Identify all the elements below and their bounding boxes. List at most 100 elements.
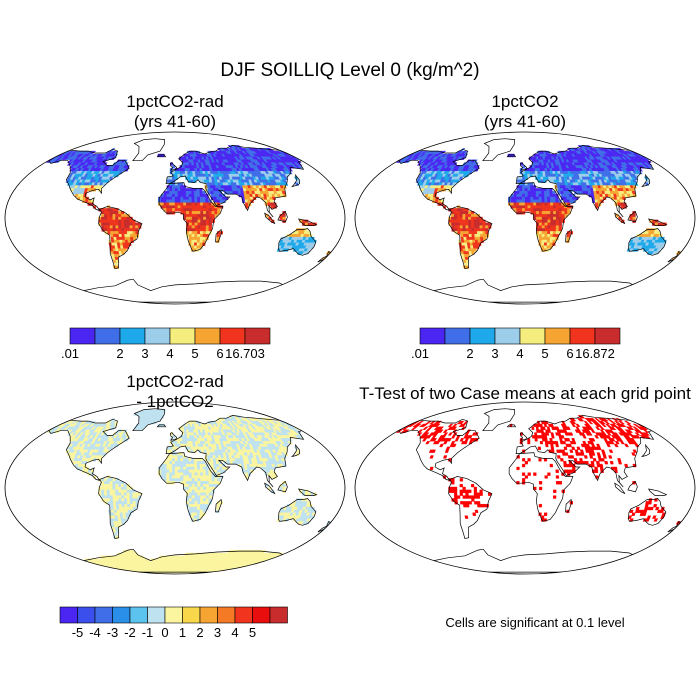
coastline-borneo: [277, 210, 288, 223]
coastline-australia: [628, 498, 667, 526]
map-frame: [354, 131, 696, 305]
colorbar-box: [77, 606, 96, 624]
colorbar-label: -5: [72, 625, 84, 640]
coastline-newguinea: [648, 488, 668, 496]
coastline-greenland: [132, 408, 166, 432]
coastline-africa: [158, 452, 224, 522]
coastline-iceland: [506, 424, 517, 428]
coastline-samerica: [98, 206, 143, 270]
colorbar-label: -1: [142, 625, 154, 640]
coastline-iceland: [156, 154, 167, 158]
colorbar-box: [252, 606, 271, 624]
colorbar-label: 5: [541, 346, 548, 361]
map-panel-1: [4, 131, 346, 305]
colorbar-label: 5: [191, 346, 198, 361]
coastline-borneo: [627, 210, 638, 223]
colorbar-box: [69, 327, 96, 345]
colorbar-box: [182, 606, 201, 624]
map-cells: [45, 145, 332, 269]
colorbar-box: [494, 327, 521, 345]
panel-4-title: T-Test of two Case means at each grid po…: [350, 384, 700, 404]
colorbar-box: [112, 606, 131, 624]
colorbar-label: 3: [491, 346, 498, 361]
panel-1-title-line2: (yrs 41-60): [133, 112, 217, 131]
colorbar-box: [569, 327, 596, 345]
colorbar-box: [419, 327, 446, 345]
colorbar-label: 16.703: [225, 346, 265, 361]
colorbar-label: 16.872: [575, 346, 615, 361]
coastline-australia: [278, 498, 317, 526]
colorbar-label: -3: [107, 625, 119, 640]
coastline-madagascar: [565, 228, 573, 243]
coastlines: [398, 408, 683, 573]
coastline-japan: [641, 173, 651, 188]
coastline-britain: [519, 162, 528, 171]
colorbar-label: 0: [161, 625, 168, 640]
panel-2-title-line2: (yrs 41-60): [483, 112, 567, 131]
colorbar-box: [129, 606, 148, 624]
coastline-antarctica: [70, 278, 288, 303]
coastline-borneo: [627, 480, 638, 493]
colorbar-box: [169, 327, 196, 345]
map-cells: [395, 145, 682, 269]
panel-2-title-line1: 1pctCO2: [491, 92, 559, 111]
panel-1-title-line1: 1pctCO2-rad: [126, 92, 224, 111]
coastline-antarctica: [420, 548, 638, 573]
map-panel-4: [354, 401, 696, 575]
coastline-greenland: [132, 138, 166, 162]
coastline-iceland: [506, 154, 517, 158]
coastlines: [398, 138, 683, 303]
colorbar-label: 2: [116, 346, 123, 361]
colorbar-box: [144, 327, 171, 345]
colorbar-box: [234, 606, 253, 624]
colorbar-label: 6: [566, 346, 573, 361]
coastline-antarctica: [420, 278, 638, 303]
panel-1-title: 1pctCO2-rad (yrs 41-60): [25, 92, 325, 132]
coastline-eurasia: [515, 145, 656, 218]
map-frame: [354, 401, 696, 575]
colorbar-label: 6: [216, 346, 223, 361]
coastline-sumatra: [614, 482, 626, 495]
coastline-britain: [169, 162, 178, 171]
coastline-namerica: [398, 418, 480, 481]
coastline-namerica: [48, 148, 130, 211]
coastline-madagascar: [565, 498, 573, 513]
coastline-newguinea: [298, 488, 318, 496]
map-frame: [4, 401, 346, 575]
colorbar-box: [147, 606, 166, 624]
map-panel-2: [354, 131, 696, 305]
colorbar-label: 4: [516, 346, 523, 361]
coastline-eurasia: [165, 415, 306, 488]
coastline-australia: [278, 228, 317, 256]
colorbar-box: [119, 327, 146, 345]
coastline-greenland: [482, 408, 516, 432]
colorbar-box: [94, 327, 121, 345]
coastline-samerica: [448, 206, 493, 270]
colorbar-label: 4: [231, 625, 238, 640]
colorbar-label: 3: [214, 625, 221, 640]
colorbar-panel-1: .01 2 3 4 5 6 16.703: [61, 327, 271, 361]
coastline-britain: [519, 432, 528, 441]
panel-3-title-line2: - 1pctCO2: [136, 392, 214, 411]
coastline-newguinea: [648, 218, 668, 226]
colorbar-label: .01: [61, 346, 79, 361]
colorbar-label: .01: [411, 346, 429, 361]
colorbar-box: [269, 606, 288, 624]
colorbar-label: 4: [166, 346, 173, 361]
colorbar-box: [194, 327, 221, 345]
coastline-eurasia: [165, 145, 306, 218]
colorbar-label: 3: [141, 346, 148, 361]
coastline-eurasia: [515, 415, 656, 488]
coastline-japan: [641, 443, 651, 458]
map-cells: [45, 409, 332, 574]
coastline-namerica: [48, 418, 130, 481]
colorbar-box: [244, 327, 271, 345]
coastline-africa: [508, 182, 574, 252]
coastline-sumatra: [614, 212, 626, 225]
coastline-iceland: [156, 424, 167, 428]
panel-4-title-line1: T-Test of two Case means at each grid po…: [359, 384, 691, 403]
map-panel-3: [4, 401, 346, 575]
colorbar-label: -4: [89, 625, 101, 640]
colorbar-label: -2: [124, 625, 136, 640]
coastline-samerica: [98, 476, 143, 540]
